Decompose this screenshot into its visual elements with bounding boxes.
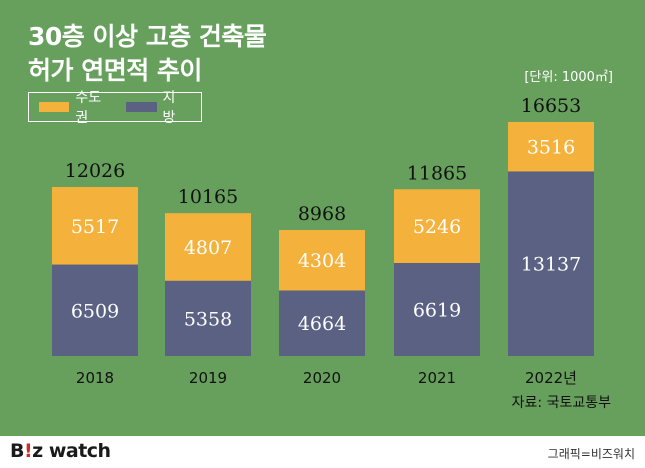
legend-item-capital: 수도권 <box>39 87 112 127</box>
x-tick-label-3: 2021 <box>418 369 456 387</box>
unit-label: [단위: 1000㎡] <box>524 70 613 85</box>
bar-total-label-4: 16653 <box>521 95 581 117</box>
bar-value-label-regional-4: 13137 <box>521 254 581 276</box>
bar-total-label-3: 11865 <box>407 162 467 184</box>
bar-segment-regional-1 <box>165 280 251 356</box>
bar-value-label-regional-0: 6509 <box>71 300 119 322</box>
graphic-credit: 그래픽=비즈워치 <box>547 447 635 461</box>
bar-segment-capital-1 <box>165 213 251 281</box>
title-line-2: 허가 연면적 추이 <box>28 56 202 85</box>
bar-segment-capital-3 <box>394 189 480 263</box>
bar-value-label-capital-3: 5246 <box>413 216 461 238</box>
bar-segment-capital-4 <box>508 122 594 172</box>
bar-total-label-0: 12026 <box>65 160 125 182</box>
bar-value-label-capital-1: 4807 <box>184 237 232 259</box>
x-tick-label-1: 2019 <box>189 369 227 387</box>
footer-bar: B!z watch 그래픽=비즈워치 <box>0 436 645 468</box>
bar-segment-capital-2 <box>279 229 365 291</box>
bar-segment-regional-3 <box>394 262 480 356</box>
bizwatch-logo: B!z watch <box>10 440 111 462</box>
legend-label-capital: 수도권 <box>75 90 102 126</box>
logo-part-2: ! <box>23 440 33 462</box>
legend-swatch-regional <box>126 102 157 112</box>
bar-value-label-regional-1: 5358 <box>184 308 232 330</box>
bar-value-label-regional-3: 6619 <box>413 299 461 321</box>
legend-label-regional: 지방 <box>162 90 176 126</box>
title-line-1: 30층 이상 고층 건축물 <box>28 22 267 51</box>
logo-part-3: z watch <box>32 440 111 462</box>
logo-part-1: B <box>10 440 24 462</box>
bar-segment-capital-0 <box>52 187 138 265</box>
source-note: 자료: 국토교통부 <box>511 395 611 411</box>
bar-segment-regional-0 <box>52 264 138 356</box>
bar-value-label-regional-2: 4664 <box>298 313 346 335</box>
bar-segment-regional-4 <box>508 171 594 356</box>
bar-total-label-2: 8968 <box>298 203 346 225</box>
chart-title: 30층 이상 고층 건축물 허가 연면적 추이 <box>28 20 267 88</box>
bar-segment-regional-2 <box>279 290 365 356</box>
x-tick-label-2: 2020 <box>303 369 341 387</box>
legend-swatch-capital <box>39 102 70 112</box>
bar-value-label-capital-4: 3516 <box>527 137 575 159</box>
x-tick-label-0: 2018 <box>76 369 114 387</box>
x-tick-label-4: 2022년 <box>525 369 577 387</box>
bar-value-label-capital-2: 4304 <box>298 250 346 272</box>
bar-value-label-capital-0: 5517 <box>71 216 119 238</box>
legend: 수도권 지방 <box>28 90 202 126</box>
bar-total-label-1: 10165 <box>178 186 238 208</box>
legend-item-regional: 지방 <box>126 87 187 127</box>
